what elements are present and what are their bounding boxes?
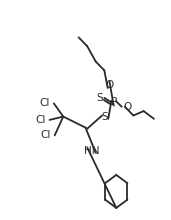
Text: Cl: Cl bbox=[35, 115, 45, 125]
Text: P: P bbox=[111, 97, 117, 107]
Text: O: O bbox=[123, 102, 131, 112]
Text: S: S bbox=[97, 93, 103, 103]
Text: O: O bbox=[105, 80, 114, 90]
Text: Cl: Cl bbox=[39, 98, 50, 108]
Text: HN: HN bbox=[84, 146, 99, 156]
Text: S: S bbox=[102, 112, 108, 122]
Text: Cl: Cl bbox=[40, 130, 50, 140]
